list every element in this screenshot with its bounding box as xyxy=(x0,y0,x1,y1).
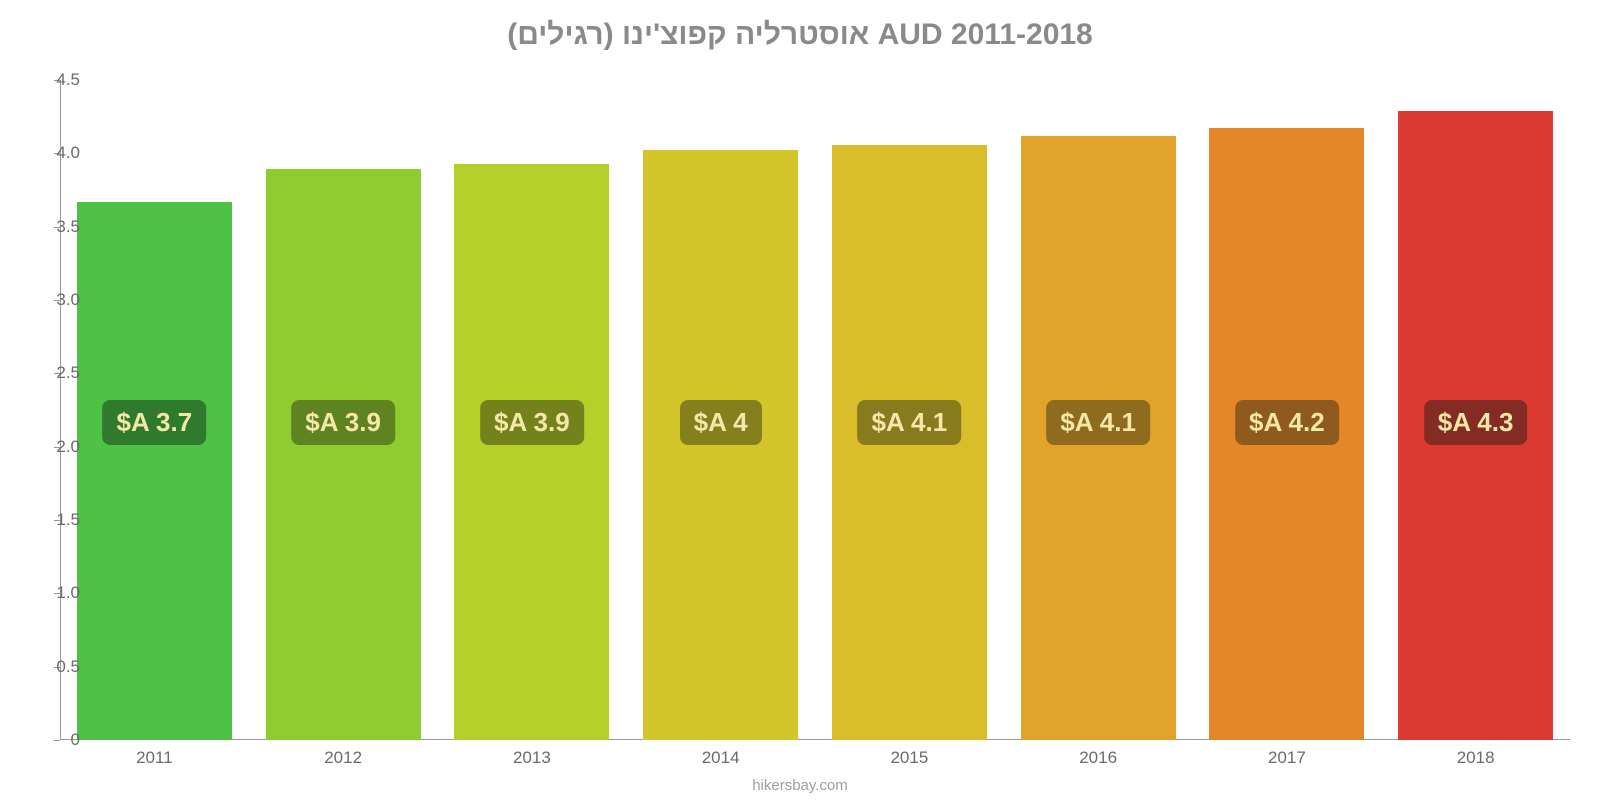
bar xyxy=(454,164,609,740)
x-tick-label: 2013 xyxy=(513,748,551,768)
x-tick-label: 2014 xyxy=(702,748,740,768)
bar xyxy=(643,150,798,740)
value-label: $A 3.9 xyxy=(291,400,395,445)
x-tick-label: 2011 xyxy=(136,748,173,768)
y-tick-label: 4.5 xyxy=(32,70,80,90)
bar xyxy=(77,202,232,740)
y-tick-label: 3.0 xyxy=(32,290,80,310)
x-tick-label: 2018 xyxy=(1457,748,1495,768)
value-label: $A 3.7 xyxy=(103,400,207,445)
value-label: $A 4.3 xyxy=(1424,400,1528,445)
bar xyxy=(266,169,421,740)
y-tick-label: 2.0 xyxy=(32,437,80,457)
y-tick-label: 0 xyxy=(32,730,80,750)
value-label: $A 4.2 xyxy=(1235,400,1339,445)
value-label: $A 4.1 xyxy=(858,400,962,445)
x-tick-label: 2016 xyxy=(1079,748,1117,768)
x-tick-label: 2017 xyxy=(1268,748,1306,768)
y-tick-label: 1.5 xyxy=(32,510,80,530)
x-tick-label: 2015 xyxy=(890,748,928,768)
x-tick-label: 2012 xyxy=(324,748,362,768)
bar-chart: אוסטרליה קפוצ'ינו (רגילים) AUD 2011-2018… xyxy=(0,0,1600,800)
value-label: $A 4.1 xyxy=(1046,400,1150,445)
chart-title: אוסטרליה קפוצ'ינו (רגילים) AUD 2011-2018 xyxy=(0,18,1600,52)
y-tick-label: 4.0 xyxy=(32,143,80,163)
y-axis-line xyxy=(60,80,61,740)
value-label: $A 4 xyxy=(680,400,762,445)
y-tick-label: 1.0 xyxy=(32,583,80,603)
plot-area: 2011$A 3.72012$A 3.92013$A 3.92014$A 420… xyxy=(60,80,1570,740)
y-tick-label: 0.5 xyxy=(32,657,80,677)
attribution-text: hikersbay.com xyxy=(0,777,1600,794)
y-tick-label: 3.5 xyxy=(32,217,80,237)
y-tick-label: 2.5 xyxy=(32,363,80,383)
value-label: $A 3.9 xyxy=(480,400,584,445)
